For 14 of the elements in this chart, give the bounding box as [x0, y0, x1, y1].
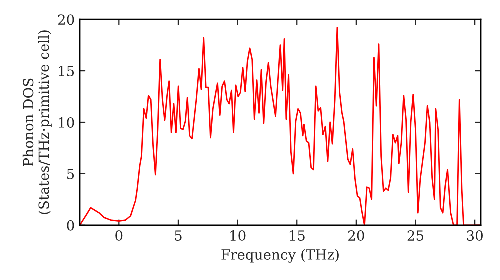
y-tick-label: 15 [59, 66, 74, 77]
y-axis-title: Phonon DOS (States/THz·primitive cell) [22, 30, 52, 214]
x-axis-title: Frequency (THz) [222, 249, 339, 263]
y-tick-label: 10 [59, 117, 74, 128]
x-tick-label: 20 [348, 230, 364, 242]
y-tick-label: 0 [67, 220, 74, 231]
x-tick-label: 0 [116, 230, 123, 242]
x-tick-label: 25 [408, 230, 424, 242]
x-tick-label: 10 [230, 230, 246, 242]
x-tick-label: 30 [467, 230, 483, 242]
x-tick-label: 15 [290, 230, 305, 242]
y-tick-label: 20 [58, 14, 74, 26]
y-tick-label: 5 [67, 169, 74, 180]
x-tick-label: 5 [175, 230, 182, 242]
